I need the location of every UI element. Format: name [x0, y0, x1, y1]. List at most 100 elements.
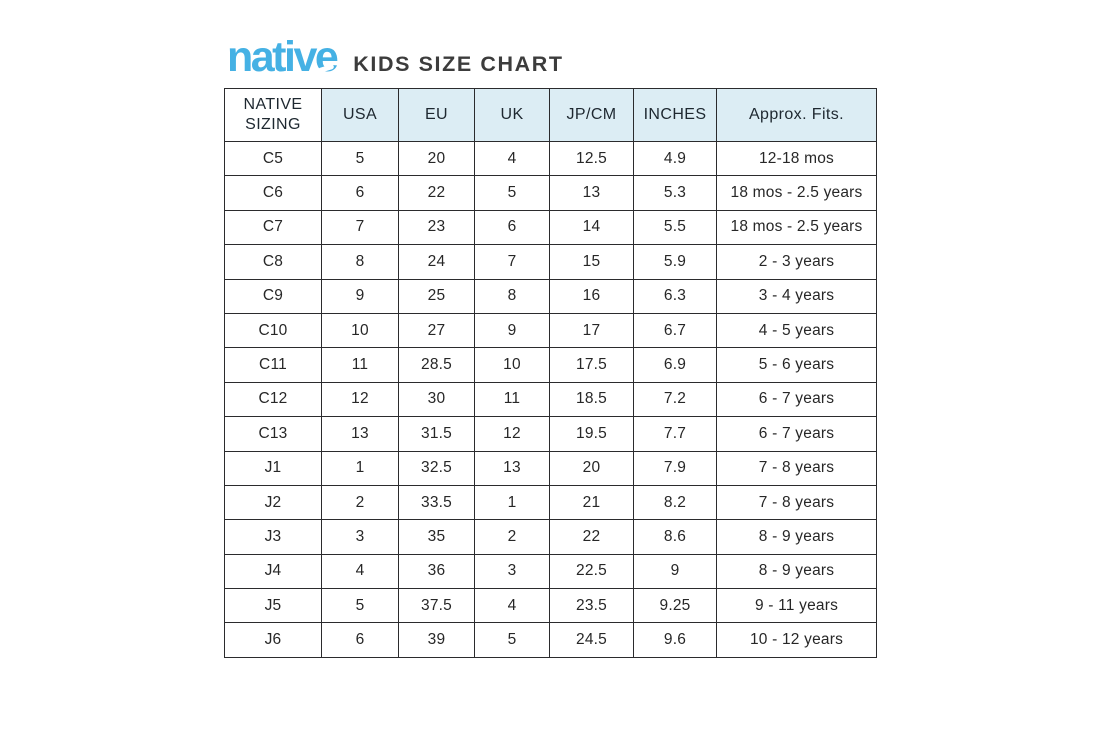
table-cell: 30: [398, 381, 475, 418]
table-row: C11 11 28.5 10 17.5 6.9 5 - 6 years: [224, 347, 877, 383]
table-cell: 12: [321, 381, 399, 418]
row-label-cell: J1: [224, 450, 322, 486]
table-cell: 12-18 mos: [716, 140, 877, 177]
table-cell: 7 - 8 years: [716, 450, 877, 486]
table-row: C10 10 27 9 17 6.7 4 - 5 years: [224, 312, 877, 349]
table-cell: 2: [474, 519, 550, 555]
table-cell: 13: [474, 450, 550, 486]
column-header-native-sizing: NATIVE SIZING: [224, 88, 322, 142]
table-row: J5 5 37.5 4 23.5 9.25 9 - 11 years: [224, 588, 877, 624]
table-cell: 17: [549, 312, 634, 349]
table-cell: 36: [398, 553, 475, 590]
table-cell: 8 - 9 years: [716, 519, 877, 555]
table-cell: 31.5: [398, 416, 475, 452]
table-cell: 2: [321, 484, 399, 521]
table-cell: 27: [398, 312, 475, 349]
table-cell: 5: [474, 175, 550, 211]
table-cell: 18 mos - 2.5 years: [716, 209, 877, 246]
table-cell: 37.5: [398, 588, 475, 624]
brand-header: native KIDS SIZE CHART: [227, 36, 564, 79]
table-cell: 3: [321, 519, 399, 555]
table-row: C5 5 20 4 12.5 4.9 12-18 mos: [224, 140, 877, 177]
row-label-cell: C9: [224, 278, 322, 314]
table-cell: 13: [321, 416, 399, 452]
table-cell: 7 - 8 years: [716, 484, 877, 521]
table-cell: 22.5: [549, 553, 634, 590]
table-cell: 4 - 5 years: [716, 312, 877, 349]
table-cell: 9 - 11 years: [716, 588, 877, 624]
table-cell: 22: [549, 519, 634, 555]
table-cell: 8 - 9 years: [716, 553, 877, 590]
row-label-cell: C13: [224, 416, 322, 452]
row-label-cell: C10: [224, 312, 322, 349]
table-cell: 7: [474, 244, 550, 280]
table-cell: 5 - 6 years: [716, 347, 877, 383]
table-cell: 19.5: [549, 416, 634, 452]
table-row: J2 2 33.5 1 21 8.2 7 - 8 years: [224, 484, 877, 521]
table-cell: 16: [549, 278, 634, 314]
row-label-cell: J4: [224, 553, 322, 590]
table-row: J6 6 39 5 24.5 9.6 10 - 12 years: [224, 622, 877, 658]
row-label-cell: C7: [224, 209, 322, 246]
table-cell: 12.5: [549, 140, 634, 177]
table-cell: 7.7: [633, 416, 717, 452]
table-cell: 6.7: [633, 312, 717, 349]
table-cell: 5.9: [633, 244, 717, 280]
column-header-approx-fits: Approx. Fits.: [716, 88, 877, 142]
table-cell: 8.6: [633, 519, 717, 555]
table-cell: 28.5: [398, 347, 475, 383]
native-logo: native: [227, 33, 339, 81]
table-row: J4 4 36 3 22.5 9 8 - 9 years: [224, 553, 877, 590]
table-cell: 24: [398, 244, 475, 280]
table-cell: 18 mos - 2.5 years: [716, 175, 877, 211]
row-label-cell: C6: [224, 175, 322, 211]
table-cell: 20: [549, 450, 634, 486]
table-cell: 7: [321, 209, 399, 246]
table-cell: 24.5: [549, 622, 634, 658]
row-label-cell: C8: [224, 244, 322, 280]
kids-size-chart-table: NATIVE SIZING USA EU UK JP/CM INCHES App…: [224, 88, 877, 658]
table-cell: 10: [474, 347, 550, 383]
table-cell: 9.6: [633, 622, 717, 658]
table-cell: 17.5: [549, 347, 634, 383]
table-cell: 21: [549, 484, 634, 521]
table-row: C6 6 22 5 13 5.3 18 mos - 2.5 years: [224, 175, 877, 211]
table-cell: 39: [398, 622, 475, 658]
table-cell: 4.9: [633, 140, 717, 177]
table-cell: 12: [474, 416, 550, 452]
table-row: C7 7 23 6 14 5.5 18 mos - 2.5 years: [224, 209, 877, 246]
table-cell: 2 - 3 years: [716, 244, 877, 280]
table-cell: 8.2: [633, 484, 717, 521]
table-row: C13 13 31.5 12 19.5 7.7 6 - 7 years: [224, 416, 877, 452]
table-cell: 4: [321, 553, 399, 590]
table-cell: 14: [549, 209, 634, 246]
row-label-cell: C11: [224, 347, 322, 383]
column-header-eu: EU: [398, 88, 475, 142]
table-cell: 9: [633, 553, 717, 590]
table-cell: 11: [321, 347, 399, 383]
row-label-cell: J5: [224, 588, 322, 624]
table-cell: 6.3: [633, 278, 717, 314]
page-title: KIDS SIZE CHART: [353, 52, 564, 76]
table-cell: 22: [398, 175, 475, 211]
table-cell: 18.5: [549, 381, 634, 418]
table-cell: 1: [321, 450, 399, 486]
table-cell: 5: [321, 140, 399, 177]
table-cell: 25: [398, 278, 475, 314]
table-cell: 9.25: [633, 588, 717, 624]
table-cell: 23.5: [549, 588, 634, 624]
column-header-usa: USA: [321, 88, 399, 142]
table-cell: 23: [398, 209, 475, 246]
table-cell: 6 - 7 years: [716, 381, 877, 418]
table-cell: 5.3: [633, 175, 717, 211]
table-row: J1 1 32.5 13 20 7.9 7 - 8 years: [224, 450, 877, 486]
header-row: NATIVE SIZING USA EU UK JP/CM INCHES App…: [224, 88, 877, 142]
table-cell: 6: [474, 209, 550, 246]
table-cell: 11: [474, 381, 550, 418]
table-cell: 20: [398, 140, 475, 177]
table-cell: 8: [474, 278, 550, 314]
table-cell: 4: [474, 140, 550, 177]
table-cell: 5: [474, 622, 550, 658]
table-cell: 9: [474, 312, 550, 349]
table-cell: 35: [398, 519, 475, 555]
